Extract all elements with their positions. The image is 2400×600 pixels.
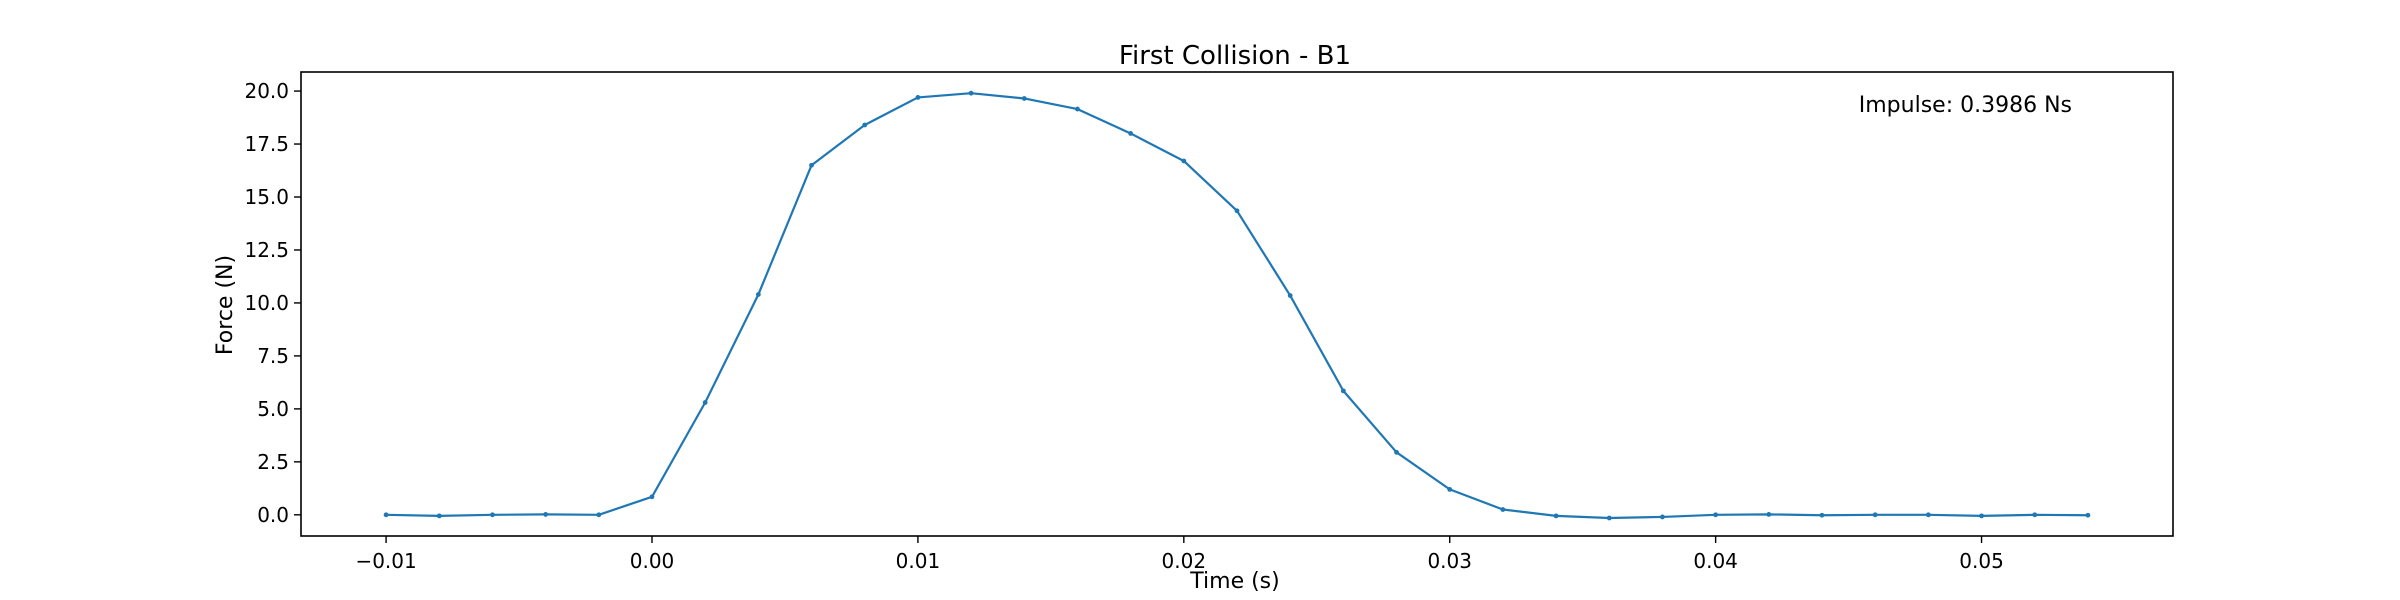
data-point	[1872, 512, 1878, 518]
y-tick-label: 10.0	[244, 291, 289, 315]
data-point	[1234, 208, 1240, 214]
data-point	[1660, 514, 1665, 520]
chart-title: First Collision - B1	[1119, 41, 1351, 71]
x-tick-label: 0.04	[1693, 549, 1738, 573]
data-point	[1181, 158, 1187, 164]
y-tick-label: 0.0	[257, 503, 289, 527]
data-point	[1819, 512, 1825, 518]
y-tick-label: 15.0	[244, 185, 289, 209]
data-point	[1075, 106, 1080, 112]
data-point	[383, 512, 389, 518]
data-point	[2032, 512, 2038, 518]
data-point	[2085, 512, 2091, 518]
data-point	[702, 400, 708, 405]
x-tick-label: 0.03	[1427, 549, 1472, 573]
x-tick-label: −0.01	[355, 549, 416, 573]
data-point	[1713, 512, 1719, 518]
data-point	[809, 162, 814, 168]
data-point	[596, 512, 602, 518]
impulse-annotation: Impulse: 0.3986 Ns	[1859, 93, 2072, 118]
x-tick-label: 0.00	[630, 549, 675, 573]
data-point	[436, 513, 442, 519]
y-tick-label: 12.5	[244, 238, 289, 262]
x-axis-label: Time (s)	[1189, 569, 1279, 594]
y-tick-label: 5.0	[257, 397, 289, 421]
data-point	[1128, 131, 1134, 136]
plot-area: −0.01 0.00 0.01 0.02 0.03 0.04 0.05 0.0 2.5 5.0 7.…	[244, 71, 2174, 573]
data-point	[1500, 507, 1506, 512]
y-tick-label: 7.5	[257, 344, 289, 368]
data-point	[1021, 96, 1027, 101]
data-point	[1447, 486, 1453, 492]
data-point	[1979, 513, 1984, 519]
data-point	[968, 90, 974, 96]
data-point	[1766, 511, 1772, 517]
y-tick-label: 2.5	[257, 450, 289, 474]
y-tick-label: 20.0	[244, 79, 289, 103]
data-point	[649, 494, 655, 500]
data-point	[1606, 515, 1612, 521]
x-tick-label: 0.02	[1162, 549, 1207, 573]
x-tick-label: 0.01	[896, 549, 941, 573]
data-point	[1394, 449, 1399, 455]
data-point	[543, 511, 549, 517]
x-tick-label: 0.05	[1959, 549, 2004, 573]
y-axis-label: Force (N)	[213, 255, 238, 355]
data-point	[1340, 388, 1346, 394]
axes-frame	[300, 71, 2174, 537]
data-point	[1553, 513, 1559, 519]
data-point	[1925, 512, 1931, 518]
data-point	[755, 292, 761, 297]
data-point	[915, 95, 921, 100]
series-line	[386, 92, 2088, 520]
data-point	[490, 512, 495, 518]
data-point	[1287, 293, 1293, 298]
data-point	[862, 122, 868, 128]
y-tick-label: 17.5	[244, 132, 289, 156]
